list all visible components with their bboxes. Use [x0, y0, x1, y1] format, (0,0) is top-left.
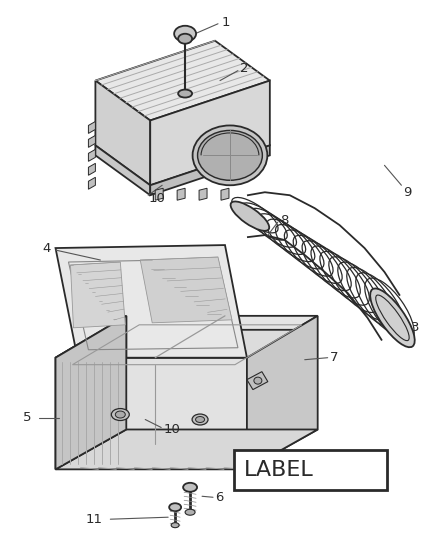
Polygon shape: [278, 462, 284, 471]
Polygon shape: [56, 245, 247, 358]
Polygon shape: [140, 257, 232, 323]
Text: 2: 2: [240, 62, 248, 75]
Ellipse shape: [111, 409, 129, 421]
Ellipse shape: [169, 503, 181, 511]
Ellipse shape: [178, 34, 192, 44]
Text: 7: 7: [330, 351, 338, 364]
Polygon shape: [247, 316, 318, 470]
Polygon shape: [88, 122, 95, 133]
Polygon shape: [269, 459, 275, 469]
Ellipse shape: [230, 201, 269, 231]
Polygon shape: [88, 135, 95, 148]
Polygon shape: [56, 316, 318, 358]
Polygon shape: [260, 456, 266, 465]
Ellipse shape: [254, 377, 262, 384]
Polygon shape: [155, 188, 163, 200]
Ellipse shape: [178, 90, 192, 98]
Text: 3: 3: [411, 321, 420, 334]
Text: 5: 5: [23, 411, 31, 424]
Ellipse shape: [198, 131, 262, 180]
Ellipse shape: [171, 523, 179, 528]
Polygon shape: [177, 188, 185, 200]
Ellipse shape: [174, 26, 196, 42]
Text: 11: 11: [85, 513, 102, 526]
Text: 10: 10: [163, 423, 180, 436]
Polygon shape: [88, 163, 95, 175]
Text: 8: 8: [280, 214, 288, 227]
Polygon shape: [56, 358, 247, 470]
Polygon shape: [95, 41, 270, 120]
Ellipse shape: [193, 125, 267, 185]
Ellipse shape: [115, 411, 125, 418]
Polygon shape: [150, 80, 270, 185]
Ellipse shape: [192, 414, 208, 425]
Polygon shape: [287, 465, 293, 474]
Polygon shape: [150, 146, 270, 195]
Polygon shape: [95, 146, 150, 195]
Polygon shape: [95, 80, 150, 185]
Polygon shape: [305, 471, 311, 480]
Ellipse shape: [196, 416, 205, 423]
Polygon shape: [72, 330, 305, 368]
Polygon shape: [56, 316, 126, 470]
Text: 4: 4: [42, 241, 51, 255]
Polygon shape: [221, 188, 229, 200]
Polygon shape: [71, 262, 125, 328]
Ellipse shape: [370, 288, 415, 347]
Polygon shape: [56, 316, 126, 470]
Ellipse shape: [185, 509, 195, 515]
Text: 10: 10: [148, 192, 165, 205]
Polygon shape: [72, 368, 240, 445]
Text: 9: 9: [403, 185, 412, 199]
Text: 6: 6: [215, 491, 223, 504]
Bar: [234, 450, 387, 490]
Polygon shape: [56, 430, 318, 470]
Ellipse shape: [183, 483, 197, 492]
Polygon shape: [88, 149, 95, 161]
Text: LABEL: LABEL: [244, 460, 314, 480]
Polygon shape: [247, 372, 268, 390]
Text: 1: 1: [222, 17, 230, 29]
Polygon shape: [88, 177, 95, 189]
Polygon shape: [296, 469, 302, 478]
Polygon shape: [199, 188, 207, 200]
